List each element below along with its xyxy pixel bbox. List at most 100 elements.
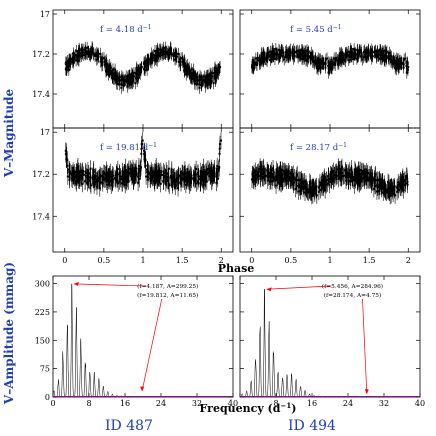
y-tick-label: 75 (40, 365, 50, 374)
y-tick-label: 0 (45, 393, 50, 402)
data-point (215, 174, 218, 177)
data-point (141, 139, 144, 142)
data-point (137, 73, 140, 76)
data-point (381, 50, 384, 53)
data-point (153, 50, 156, 53)
data-point (115, 173, 118, 176)
data-point (291, 180, 294, 183)
data-point (364, 55, 367, 58)
data-point (161, 48, 164, 51)
data-point (152, 53, 155, 56)
data-point (281, 169, 284, 172)
data-point (159, 182, 162, 185)
y-tick-label: 150 (35, 336, 50, 345)
data-point (305, 187, 308, 190)
data-point (72, 174, 75, 177)
data-point (370, 57, 373, 60)
data-point (305, 59, 308, 62)
data-point (388, 51, 391, 54)
data-point (131, 175, 134, 178)
data-point (263, 171, 266, 174)
data-point (161, 52, 164, 55)
data-point (370, 180, 373, 183)
data-point (101, 178, 104, 181)
data-point (321, 182, 324, 185)
data-point (72, 169, 75, 172)
data-point (355, 57, 358, 60)
data-point (197, 175, 200, 178)
data-point (140, 66, 143, 69)
x-tick-label: 0.5 (98, 256, 111, 265)
data-point (371, 177, 374, 180)
data-point (160, 173, 163, 176)
data-point (165, 169, 168, 172)
data-point (147, 59, 150, 62)
data-point (297, 190, 300, 193)
data-point (209, 175, 212, 178)
data-point (89, 55, 92, 58)
data-point (317, 68, 320, 71)
light-curve-panel-494-f2: 0 0.5 1 1.5 2 f = 28.17 d−1 (239, 127, 421, 265)
data-point (64, 62, 67, 65)
data-point (349, 176, 352, 179)
data-point (381, 52, 384, 55)
data-point (259, 168, 262, 171)
data-point (116, 173, 119, 176)
data-point (125, 75, 128, 78)
data-point (255, 63, 258, 66)
data-point (324, 180, 327, 183)
data-point (379, 180, 382, 183)
data-point (87, 50, 90, 53)
data-point (348, 56, 351, 59)
data-point (402, 66, 405, 69)
data-point (397, 58, 400, 61)
data-point (178, 175, 181, 178)
x-tick-label: 24 (156, 399, 166, 408)
data-point (302, 187, 305, 190)
data-point (262, 166, 265, 169)
data-point (326, 57, 329, 60)
data-point (328, 68, 331, 71)
data-point (179, 64, 182, 67)
data-point (301, 180, 304, 183)
data-point (252, 65, 255, 68)
data-point (177, 60, 180, 63)
data-point (347, 55, 350, 58)
data-point (388, 57, 391, 60)
data-point (329, 173, 332, 176)
data-point (365, 55, 368, 58)
data-point (406, 68, 409, 71)
data-point (305, 58, 308, 61)
data-point (335, 176, 338, 179)
data-point (357, 177, 360, 180)
data-point (389, 186, 392, 189)
data-point (275, 168, 278, 171)
data-point (359, 181, 362, 184)
data-point (100, 64, 103, 67)
y-tick-label: 17.2 (32, 170, 50, 179)
data-point (178, 58, 181, 61)
data-point (67, 64, 70, 67)
data-point (319, 58, 322, 61)
data-point (91, 175, 94, 178)
x-tick-label: 1 (327, 256, 332, 265)
data-point (313, 190, 316, 193)
data-point (318, 58, 321, 61)
data-point (340, 167, 343, 170)
frequency-label: f = 5.45 d−1 (290, 24, 342, 35)
data-point (185, 70, 188, 73)
data-point (278, 175, 281, 178)
data-point (111, 76, 114, 79)
data-point (167, 182, 170, 185)
data-point (153, 179, 156, 182)
data-point (311, 60, 314, 63)
data-point (393, 185, 396, 188)
data-point (369, 50, 372, 53)
data-point (384, 54, 387, 57)
data-point (66, 175, 69, 178)
data-point (393, 187, 396, 190)
data-point (271, 47, 274, 50)
light-curve-points (250, 158, 409, 205)
data-point (353, 177, 356, 180)
